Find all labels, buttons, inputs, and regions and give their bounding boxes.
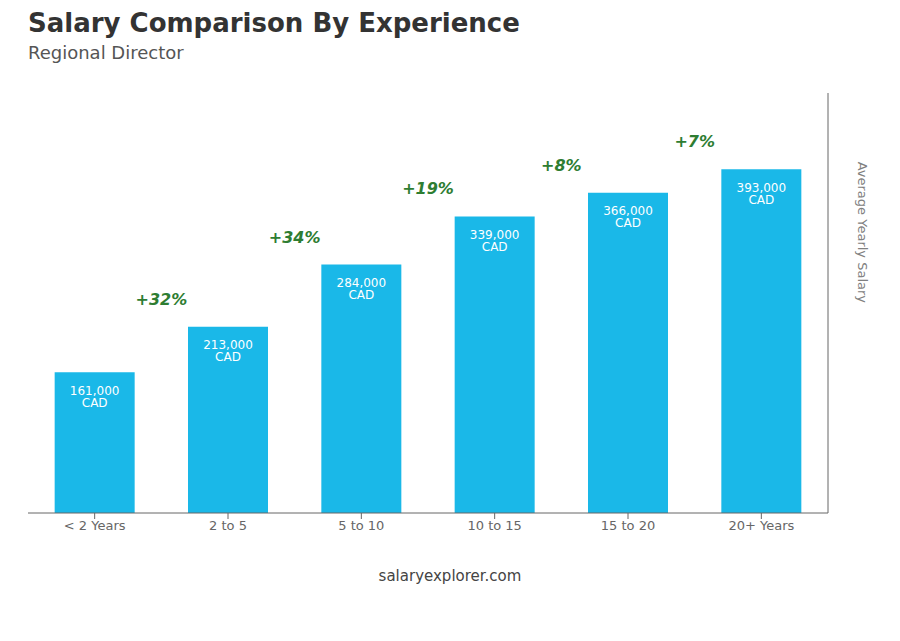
svg-text:213,000CAD: 213,000CAD	[203, 338, 253, 364]
html-text:Salary Comparison By Experienc: Salary Comparison By Experience	[28, 8, 520, 38]
svg-text:+19%: +19%	[402, 179, 454, 198]
svg-text:+7%: +7%	[674, 132, 715, 151]
svg-text:< 2 Years: < 2 Years	[64, 518, 126, 533]
svg-text:20+ Years: 20+ Years	[728, 518, 794, 533]
html-text:salaryexplorer.com: salaryexplorer.com	[378, 567, 522, 585]
svg-text:10 to 15: 10 to 15	[467, 518, 521, 533]
html-text:Regional Director: Regional Director	[28, 42, 184, 63]
svg-text:5 to 10: 5 to 10	[338, 518, 384, 533]
svg-text:2 to 5: 2 to 5	[209, 518, 247, 533]
svg-text:366,000CAD: 366,000CAD	[603, 204, 653, 230]
svg-text:15 to 20: 15 to 20	[601, 518, 655, 533]
svg-text:+32%: +32%	[135, 290, 187, 309]
svg-text:339,000CAD: 339,000CAD	[470, 228, 520, 254]
svg-text:393,000CAD: 393,000CAD	[737, 181, 787, 207]
svg-text:161,000CAD: 161,000CAD	[70, 384, 120, 410]
svg-text:Average Yearly Salary: Average Yearly Salary	[855, 162, 870, 304]
svg-text:+34%: +34%	[269, 228, 321, 247]
svg-text:+8%: +8%	[541, 156, 582, 175]
svg-text:284,000CAD: 284,000CAD	[337, 276, 387, 302]
